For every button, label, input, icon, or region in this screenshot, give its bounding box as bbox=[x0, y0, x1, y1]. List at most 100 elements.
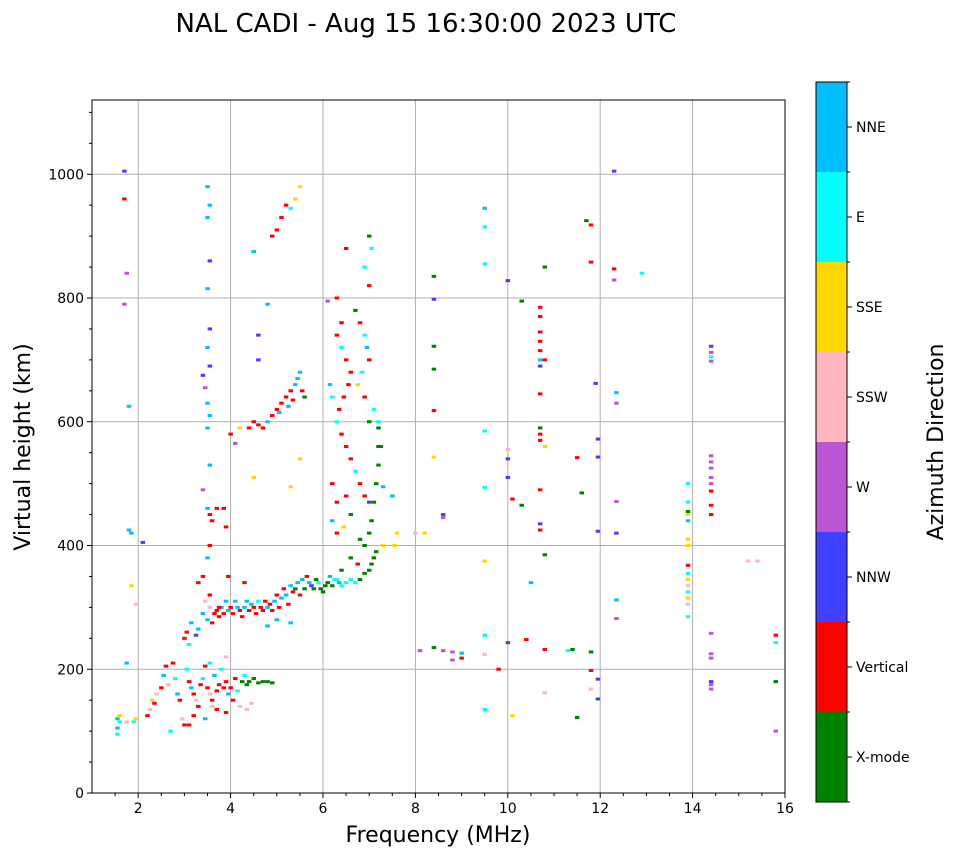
data-point-vertical bbox=[212, 612, 217, 616]
data-point-sse bbox=[117, 714, 123, 718]
data-point-vertical bbox=[196, 704, 201, 708]
data-point-vertical bbox=[348, 370, 354, 374]
data-point-nne bbox=[276, 410, 282, 414]
data-point-e bbox=[482, 429, 487, 433]
data-point-vertical bbox=[300, 389, 305, 393]
data-point-sse bbox=[355, 383, 360, 387]
data-point-sse bbox=[685, 578, 691, 582]
data-point-nnw bbox=[505, 279, 511, 283]
data-point-e bbox=[685, 482, 691, 486]
data-point-vertical bbox=[269, 414, 275, 418]
colorbar: X-mode Vertical NNW W SSW SSE E NNE bbox=[815, 81, 910, 803]
data-point-nnw bbox=[193, 633, 199, 637]
data-point-e bbox=[256, 599, 261, 603]
data-point-sse bbox=[394, 531, 400, 535]
data-point-nnw bbox=[593, 381, 598, 385]
x-tick-label: 12 bbox=[591, 801, 609, 817]
data-point-vertical bbox=[537, 392, 543, 396]
data-point-nne bbox=[297, 370, 303, 374]
data-point-nne bbox=[459, 651, 464, 655]
data-point-w bbox=[200, 488, 206, 492]
data-point-nne bbox=[685, 519, 691, 523]
data-point-x-mode bbox=[318, 587, 323, 591]
data-point-e bbox=[168, 729, 173, 733]
data-point-vertical bbox=[239, 615, 245, 619]
data-point-vertical bbox=[334, 296, 340, 300]
data-point-nnw bbox=[309, 584, 314, 588]
data-point-vertical bbox=[357, 482, 363, 486]
data-point-vertical bbox=[334, 500, 340, 504]
data-point-ssw bbox=[244, 707, 250, 711]
data-point-vertical bbox=[216, 683, 222, 687]
data-point-x-mode bbox=[320, 590, 326, 594]
data-point-w bbox=[611, 278, 617, 282]
data-point-x-mode bbox=[378, 445, 384, 448]
data-point-e bbox=[362, 333, 367, 337]
data-point-e bbox=[172, 677, 178, 681]
data-point-w bbox=[450, 658, 455, 662]
data-point-ssw bbox=[685, 602, 691, 606]
data-point-x-mode bbox=[369, 562, 374, 566]
data-point-vertical bbox=[343, 445, 349, 448]
data-point-ssw bbox=[154, 692, 159, 696]
data-point-w bbox=[417, 649, 423, 653]
data-point-vertical bbox=[334, 333, 340, 337]
data-point-nne bbox=[327, 383, 333, 387]
data-point-vertical bbox=[145, 714, 150, 718]
colorbar-swatch-ssw bbox=[816, 352, 847, 442]
data-point-e bbox=[362, 265, 367, 269]
data-point-x-mode bbox=[362, 571, 367, 575]
data-point-vertical bbox=[279, 401, 284, 405]
data-point-e bbox=[316, 581, 321, 585]
data-point-ssw bbox=[202, 599, 208, 603]
data-point-vertical bbox=[542, 647, 548, 651]
data-point-vertical bbox=[336, 407, 342, 411]
data-point-e bbox=[235, 689, 240, 693]
y-tick-label: 1000 bbox=[48, 167, 84, 183]
data-point-vertical bbox=[228, 686, 233, 690]
data-point-vertical bbox=[260, 426, 266, 430]
data-point-w bbox=[708, 683, 714, 687]
data-point-vertical bbox=[214, 707, 220, 711]
data-point-nne bbox=[175, 692, 180, 696]
data-point-nne bbox=[226, 608, 231, 612]
data-point-vertical bbox=[334, 531, 340, 535]
data-point-vertical bbox=[269, 234, 275, 238]
data-point-e bbox=[353, 581, 358, 585]
colorbar-swatch-vertical bbox=[816, 622, 847, 712]
data-point-x-mode bbox=[246, 680, 252, 684]
y-axis-label: Virtual height (km) bbox=[11, 343, 36, 550]
data-point-vertical bbox=[362, 395, 367, 399]
data-point-vertical bbox=[537, 315, 543, 319]
data-point-nnw bbox=[207, 259, 213, 263]
data-point-vertical bbox=[510, 497, 515, 501]
data-point-sse bbox=[288, 485, 293, 489]
data-point-vertical bbox=[258, 605, 263, 609]
data-point-w bbox=[325, 299, 330, 303]
data-point-ssw bbox=[685, 584, 691, 588]
data-point-nne bbox=[336, 581, 342, 585]
data-point-nne bbox=[115, 726, 120, 730]
data-point-x-mode bbox=[260, 680, 266, 684]
data-point-nne bbox=[205, 426, 210, 430]
data-point-w bbox=[708, 631, 714, 635]
grid bbox=[92, 100, 785, 793]
data-point-nne bbox=[293, 383, 298, 387]
colorbar-tick-label: W bbox=[856, 480, 870, 496]
data-point-vertical bbox=[182, 723, 187, 727]
data-point-e bbox=[565, 649, 571, 653]
data-point-vertical bbox=[253, 612, 259, 616]
data-point-nnw bbox=[614, 531, 619, 535]
data-point-w bbox=[708, 466, 714, 470]
data-point-x-mode bbox=[588, 650, 594, 654]
data-point-vertical bbox=[207, 544, 213, 547]
data-point-nnw bbox=[256, 333, 261, 337]
data-point-nne bbox=[226, 692, 231, 696]
data-point-vertical bbox=[276, 605, 282, 609]
data-point-nne bbox=[205, 216, 210, 220]
data-point-vertical bbox=[191, 714, 196, 718]
data-point-x-mode bbox=[302, 395, 307, 399]
data-point-nne bbox=[207, 203, 213, 207]
data-point-e bbox=[482, 485, 487, 489]
